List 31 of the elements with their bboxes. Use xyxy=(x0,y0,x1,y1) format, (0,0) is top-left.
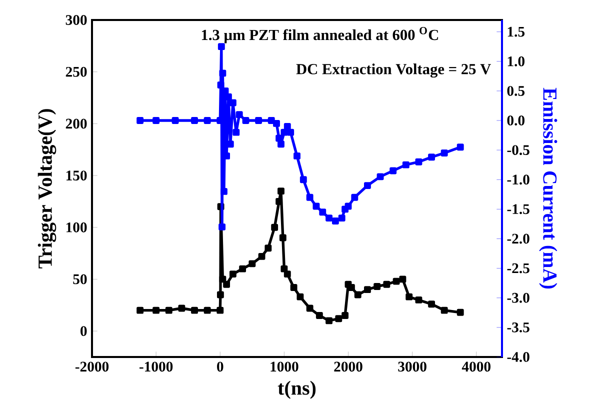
x-tick-label: -2000 xyxy=(75,362,109,372)
x-tick-label: 2000 xyxy=(334,362,362,372)
y2-tick-label: 1.5 xyxy=(508,26,525,37)
y2-tick-label: 1.0 xyxy=(508,56,524,66)
y-tick-label: 250 xyxy=(66,66,87,77)
y-axis-title: Trigger Voltage(V) xyxy=(38,109,56,268)
x-tick-label: -1000 xyxy=(140,362,173,372)
y2-tick-label: -2.0 xyxy=(507,234,530,244)
y2-tick-label: -0.5 xyxy=(507,145,530,156)
y2-tick-label: -4.0 xyxy=(507,352,530,362)
y2-tick-label: -3.0 xyxy=(507,292,530,303)
y2-axis-title: Emission Current (mA) xyxy=(539,88,558,288)
y2-tick-label: -1.5 xyxy=(507,204,530,214)
y-tick-label: 200 xyxy=(66,118,87,129)
x-tick-label: 0 xyxy=(217,362,224,372)
y2-tick-label: 0.5 xyxy=(507,86,525,96)
annotation: 1.3 µm PZT film annealed at 600 $^{O}$C xyxy=(202,27,438,44)
y2-tick-label: -1.0 xyxy=(507,174,530,185)
x-tick-label: 3000 xyxy=(398,362,426,372)
x-tick-label: 4000 xyxy=(462,362,490,372)
y2-tick-label: -2.5 xyxy=(507,263,530,274)
y-tick-label: 50 xyxy=(73,274,87,284)
y-tick-label: 300 xyxy=(66,15,87,25)
y-tick-label: 0 xyxy=(80,326,87,336)
annotation: DC Extraction Voltage = 25 V xyxy=(296,64,491,78)
y2-tick-label: 0.0 xyxy=(507,116,524,126)
x-tick-label: 1000 xyxy=(270,362,298,372)
x-axis-title: t(ns) xyxy=(278,380,316,399)
y-tick-label: 150 xyxy=(66,170,87,180)
y-tick-label: 100 xyxy=(66,222,87,232)
y2-tick-label: -3.5 xyxy=(507,322,530,332)
